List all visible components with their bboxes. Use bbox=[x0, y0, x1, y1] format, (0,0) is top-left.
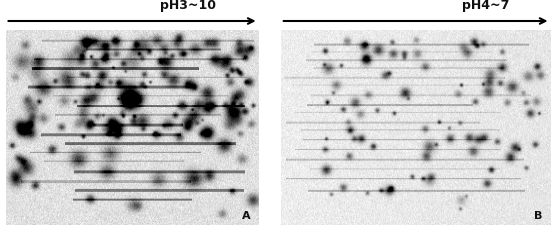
Text: B: B bbox=[534, 211, 542, 221]
Text: pH3~10: pH3~10 bbox=[160, 0, 216, 12]
Text: pH4~7: pH4~7 bbox=[462, 0, 509, 12]
Text: A: A bbox=[242, 211, 251, 221]
